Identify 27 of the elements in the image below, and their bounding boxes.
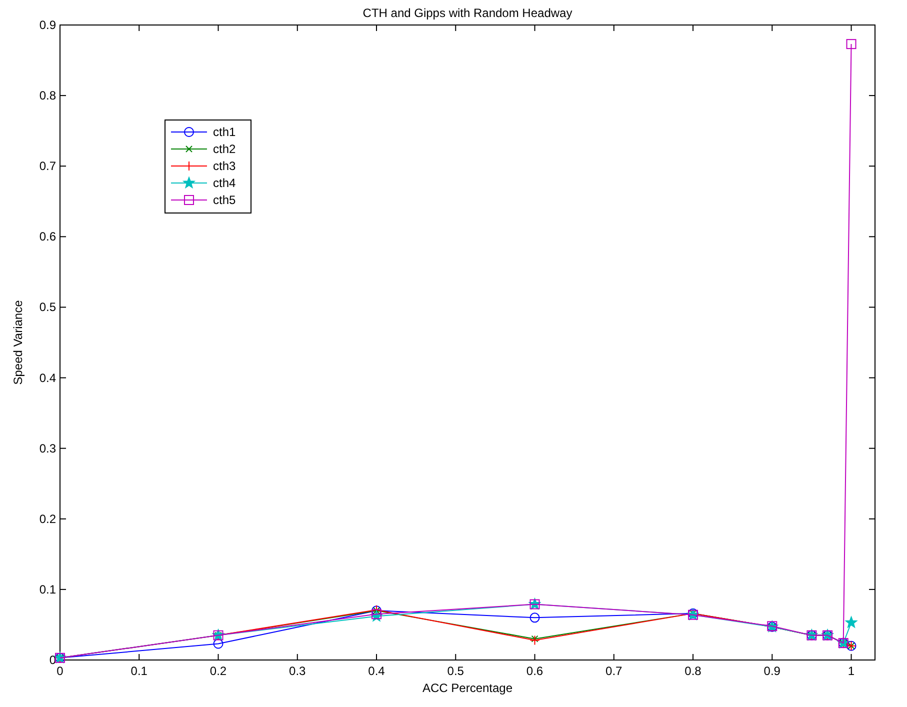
x-tick-label: 1 [848,664,855,678]
legend-label: cth5 [213,193,236,207]
x-tick-label: 0.3 [289,664,306,678]
x-tick-label: 0.8 [684,664,702,678]
legend-label: cth2 [213,142,236,156]
x-tick-label: 0.7 [606,664,623,678]
x-tick-label: 0.1 [130,664,148,678]
chart-title: CTH and Gipps with Random Headway [362,6,572,20]
y-tick-label: 0.7 [39,159,56,174]
legend-label: cth3 [213,159,236,173]
y-tick-label: 0.6 [39,230,56,244]
x-tick-label: 0.2 [210,664,227,678]
x-tick-label: 0.5 [447,664,464,678]
legend-label: cth4 [213,176,236,190]
y-axis-title: Speed Variance [11,300,25,385]
x-axis-title: ACC Percentage [422,681,513,695]
y-tick-label: 0.5 [39,300,56,314]
y-tick-label: 0.8 [39,88,56,103]
y-tick-label: 0.2 [39,512,56,526]
legend-label: cth1 [213,125,236,139]
x-tick-label: 0.4 [368,664,386,678]
x-tick-label: 0.6 [526,664,544,678]
x-tick-label: 0.9 [764,664,781,678]
y-tick-label: 0.1 [39,582,56,596]
y-tick-label: 0.4 [39,370,56,385]
y-tick-label: 0.3 [39,441,56,456]
y-tick-label: 0.9 [39,18,56,32]
